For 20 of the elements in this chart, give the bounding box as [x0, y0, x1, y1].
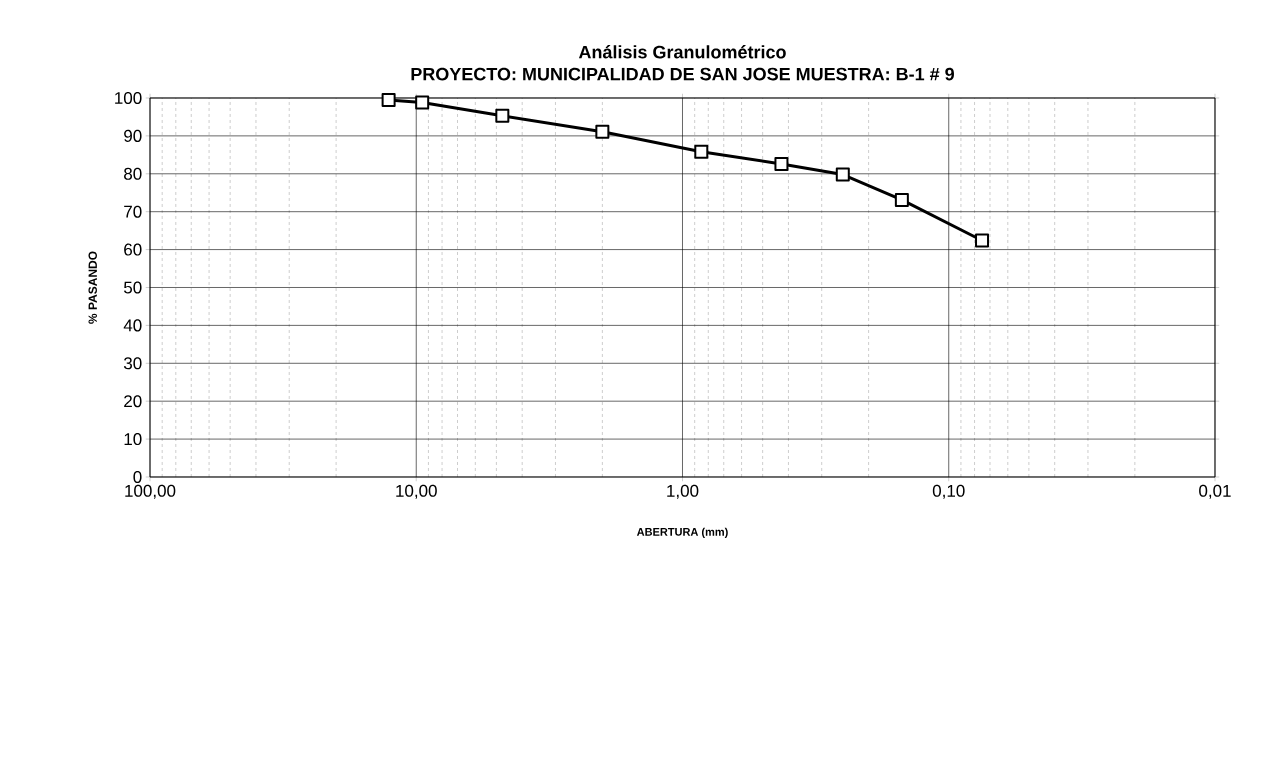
y-tick-label: 90: [124, 129, 142, 142]
x-tick-label: 0,01: [1199, 484, 1231, 499]
x-tick-label: 100,00: [125, 484, 176, 499]
y-tick-label: 100: [115, 91, 142, 105]
x-tick-label: 10,00: [396, 484, 437, 499]
y-tick-label: 20: [124, 395, 142, 408]
chart-title: Análisis Granulométrico: [578, 45, 786, 59]
y-tick-label: 30: [123, 357, 142, 370]
x-axis-title: ABERTURA (mm): [636, 527, 728, 538]
y-tick-label: 10: [124, 433, 142, 446]
y-tick-label: 0: [133, 470, 142, 484]
chart-subtitle: PROYECTO: MUNICIPALIDAD DE SAN JOSE MUESTRA: B-1 # 9: [411, 67, 954, 81]
y-axis-title: % PASANDO: [88, 251, 97, 324]
x-tick-label: 1,00: [667, 484, 699, 499]
y-tick-label: 60: [124, 243, 142, 256]
y-tick-label: 70: [124, 205, 142, 218]
y-tick-label: 80: [124, 167, 142, 180]
y-tick-label: 50: [123, 281, 142, 294]
y-tick-label: 40: [123, 319, 142, 332]
x-tick-label: 0,10: [932, 484, 965, 499]
